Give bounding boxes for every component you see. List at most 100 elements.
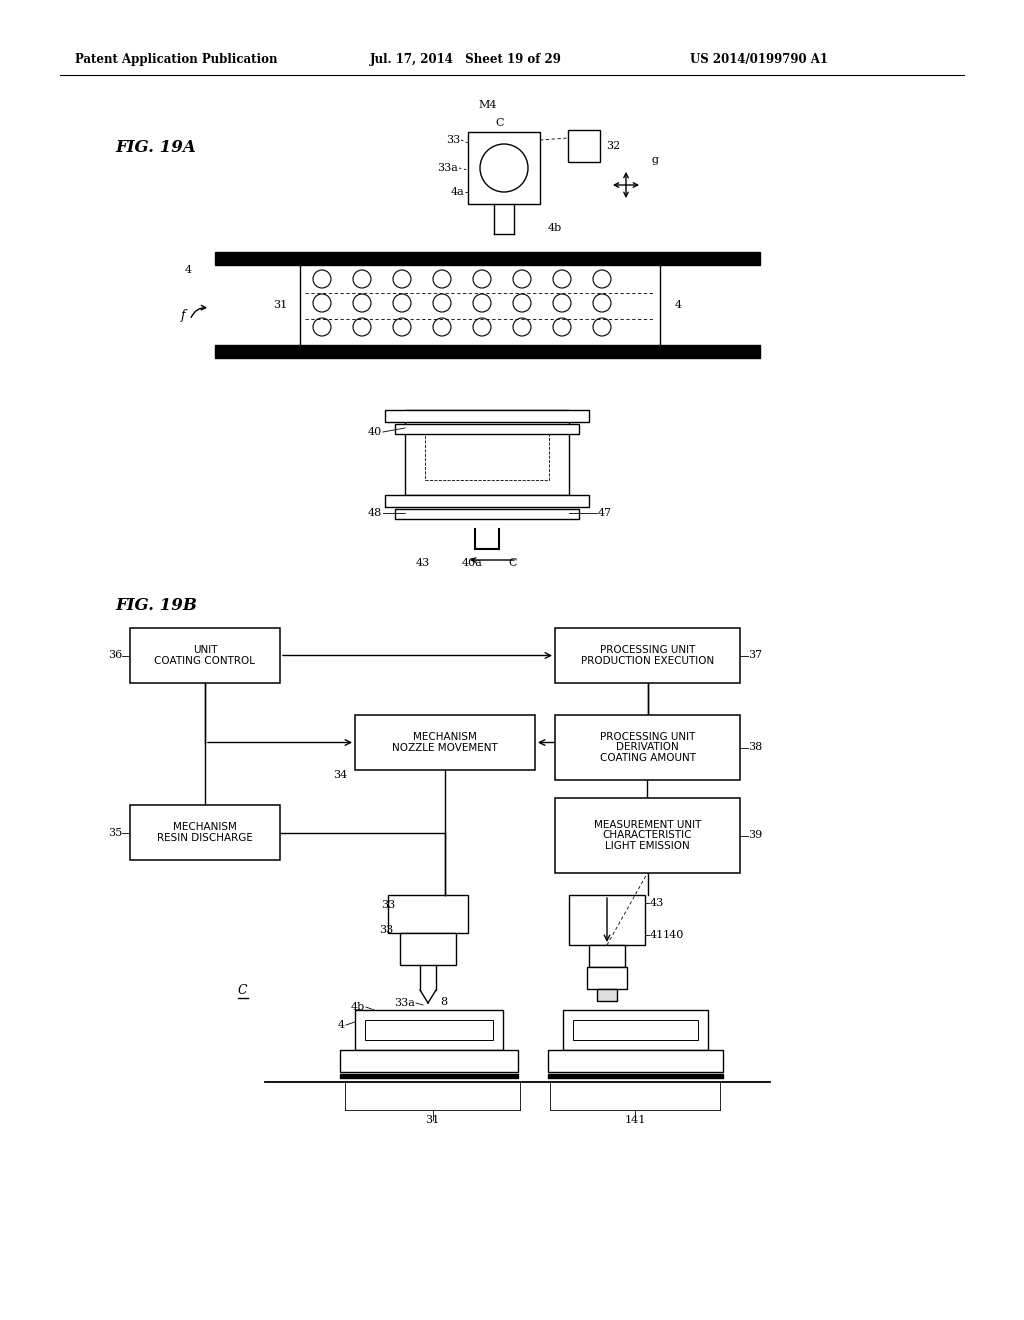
Text: PRODUCTION EXECUTION: PRODUCTION EXECUTION: [581, 656, 714, 665]
Text: 41: 41: [650, 931, 665, 940]
Text: 4b: 4b: [351, 1002, 365, 1012]
Circle shape: [393, 271, 411, 288]
Text: 35: 35: [108, 828, 122, 837]
Bar: [388, 895, 468, 933]
Bar: [587, 968, 627, 989]
Circle shape: [480, 144, 528, 191]
Text: 48: 48: [368, 508, 382, 517]
Bar: [548, 1049, 723, 1072]
Text: DERIVATION: DERIVATION: [616, 742, 679, 752]
Text: 43: 43: [650, 898, 665, 908]
Text: M4: M4: [479, 100, 498, 110]
Text: 40: 40: [368, 426, 382, 437]
Bar: [300, 265, 660, 345]
Bar: [589, 945, 625, 968]
Circle shape: [513, 271, 531, 288]
Text: C: C: [238, 983, 248, 997]
Circle shape: [553, 318, 571, 337]
Circle shape: [513, 294, 531, 312]
Text: 31: 31: [425, 1115, 439, 1125]
Circle shape: [593, 271, 611, 288]
Text: MECHANISM: MECHANISM: [413, 733, 477, 742]
Text: FIG. 19B: FIG. 19B: [115, 597, 197, 614]
Text: 8: 8: [440, 997, 447, 1007]
Bar: [425, 425, 549, 480]
Text: FIG. 19A: FIG. 19A: [115, 140, 196, 157]
Circle shape: [313, 318, 331, 337]
Text: 33a: 33a: [437, 162, 458, 173]
Text: 4b: 4b: [548, 223, 562, 234]
Circle shape: [393, 294, 411, 312]
Text: 47: 47: [598, 508, 612, 517]
Text: PROCESSING UNIT: PROCESSING UNIT: [600, 731, 695, 742]
Bar: [365, 1020, 493, 1040]
Circle shape: [473, 271, 490, 288]
Text: 37: 37: [748, 651, 762, 660]
Text: 4: 4: [675, 300, 682, 310]
Circle shape: [353, 294, 371, 312]
Circle shape: [593, 318, 611, 337]
Text: 140: 140: [663, 931, 684, 940]
Text: COATING AMOUNT: COATING AMOUNT: [599, 754, 695, 763]
Text: PROCESSING UNIT: PROCESSING UNIT: [600, 645, 695, 655]
Text: 33: 33: [379, 925, 393, 935]
Text: COATING CONTROL: COATING CONTROL: [155, 656, 256, 665]
Circle shape: [433, 294, 451, 312]
Bar: [130, 628, 280, 682]
Bar: [573, 1020, 698, 1040]
Text: f: f: [180, 309, 185, 322]
Circle shape: [433, 271, 451, 288]
Bar: [130, 805, 280, 861]
Circle shape: [553, 271, 571, 288]
Text: 33: 33: [381, 900, 395, 909]
Bar: [569, 895, 645, 945]
Text: 33: 33: [445, 135, 460, 145]
Bar: [400, 933, 456, 965]
Text: Jul. 17, 2014   Sheet 19 of 29: Jul. 17, 2014 Sheet 19 of 29: [370, 54, 562, 66]
Text: LIGHT EMISSION: LIGHT EMISSION: [605, 841, 690, 851]
Text: UNIT: UNIT: [193, 645, 217, 655]
Text: Patent Application Publication: Patent Application Publication: [75, 54, 278, 66]
Text: US 2014/0199790 A1: US 2014/0199790 A1: [690, 54, 828, 66]
Text: C: C: [496, 117, 504, 128]
Text: 32: 32: [606, 141, 621, 150]
Circle shape: [313, 271, 331, 288]
Bar: [555, 799, 740, 873]
Text: 34: 34: [333, 770, 347, 780]
Circle shape: [553, 294, 571, 312]
Text: 36: 36: [108, 651, 122, 660]
Circle shape: [473, 294, 490, 312]
Circle shape: [473, 318, 490, 337]
Bar: [597, 989, 617, 1001]
Circle shape: [313, 294, 331, 312]
Circle shape: [353, 318, 371, 337]
Bar: [395, 510, 579, 519]
Bar: [406, 411, 569, 495]
Text: CHARACTERISTIC: CHARACTERISTIC: [603, 830, 692, 841]
Text: 40a: 40a: [462, 558, 483, 568]
Text: 33a: 33a: [394, 998, 415, 1008]
Text: 141: 141: [625, 1115, 646, 1125]
Bar: [355, 715, 535, 770]
Bar: [385, 495, 589, 507]
Text: MECHANISM: MECHANISM: [173, 822, 237, 832]
Circle shape: [433, 318, 451, 337]
Text: 4a: 4a: [451, 187, 464, 197]
Bar: [555, 715, 740, 780]
Circle shape: [393, 318, 411, 337]
Bar: [355, 1010, 503, 1049]
Bar: [340, 1049, 518, 1072]
Text: 4: 4: [338, 1020, 345, 1030]
Bar: [555, 628, 740, 682]
Circle shape: [593, 294, 611, 312]
Text: MEASUREMENT UNIT: MEASUREMENT UNIT: [594, 820, 701, 830]
Text: C: C: [508, 558, 516, 568]
Bar: [385, 411, 589, 422]
Text: g: g: [652, 154, 659, 165]
Text: 38: 38: [748, 742, 762, 752]
Text: 43: 43: [416, 558, 430, 568]
Text: RESIN DISCHARGE: RESIN DISCHARGE: [157, 833, 253, 843]
Text: NOZZLE MOVEMENT: NOZZLE MOVEMENT: [392, 743, 498, 752]
Bar: [568, 129, 600, 162]
Bar: [468, 132, 540, 205]
